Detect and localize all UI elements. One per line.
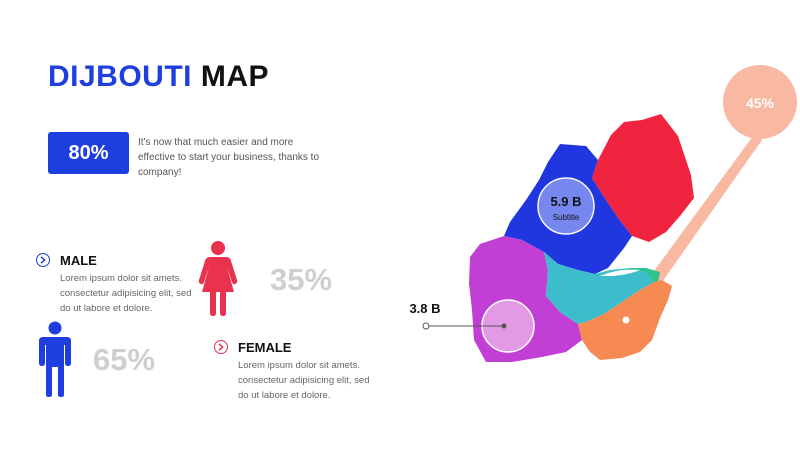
title-highlight: DIJBOUTI [48, 60, 193, 93]
male-description: Lorem ipsum dolor sit amets. consectetur… [60, 273, 192, 314]
pin-anchor-dot [621, 315, 631, 325]
callout-value: 3.8 B [409, 301, 440, 316]
male-label: MALE [60, 253, 97, 268]
female-person-icon [198, 241, 238, 316]
female-percent: 35% [270, 262, 333, 297]
stat-description: It's now that much easier and more effec… [138, 137, 320, 178]
stat-badge: 80% [48, 132, 129, 174]
east-region[interactable] [628, 268, 660, 282]
male-chevron-right-icon[interactable] [36, 253, 50, 267]
callout-dot-left [422, 322, 430, 330]
pin-head [723, 65, 797, 139]
female-label: FEMALE [238, 340, 292, 355]
north-region[interactable] [592, 114, 694, 242]
title-rest: MAP [200, 60, 270, 93]
value-bubble [537, 177, 595, 235]
callout-dot-right [501, 323, 507, 329]
bubble-subtitle: Subtitle [553, 213, 580, 222]
female-chevron-right-icon[interactable] [214, 340, 228, 354]
bubble-value: 5.9 B [550, 194, 581, 209]
gulf-notch [600, 269, 640, 276]
female-description: Lorem ipsum dolor sit amets. consectetur… [238, 360, 370, 401]
page-title: DIJBOUTI MAP [48, 60, 269, 94]
male-percent: 65% [93, 342, 156, 377]
male-person-icon [39, 321, 71, 397]
pin-value: 45% [746, 95, 775, 111]
